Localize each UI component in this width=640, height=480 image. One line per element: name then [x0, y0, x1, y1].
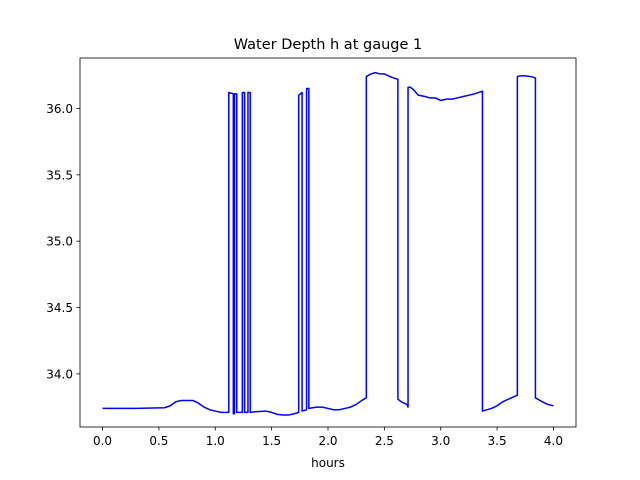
y-axis: 34.0 34.5 35.0 35.5 36.0	[46, 102, 80, 381]
axes-frame	[79, 57, 577, 428]
x-tick-label: 4.0	[544, 434, 563, 448]
x-tick-label: 2.0	[318, 434, 337, 448]
x-axis-label: hours	[311, 456, 345, 470]
x-tick-label: 2.5	[375, 434, 394, 448]
y-tick-label: 34.0	[46, 367, 73, 381]
y-tick-label: 36.0	[46, 102, 73, 116]
x-tick-label: 3.0	[431, 434, 450, 448]
x-tick-label: 1.5	[262, 434, 281, 448]
x-tick-label: 0.5	[149, 434, 168, 448]
y-tick-label: 34.5	[46, 301, 73, 315]
y-tick-label: 35.0	[46, 235, 73, 249]
x-tick-label: 0.0	[93, 434, 112, 448]
x-tick-label: 3.5	[488, 434, 507, 448]
y-tick-label: 35.5	[46, 168, 73, 182]
water-depth-line	[102, 71, 554, 416]
chart-title: Water Depth h at gauge 1	[234, 37, 422, 53]
x-tick-label: 1.0	[206, 434, 225, 448]
x-axis: 0.0 0.5 1.0 1.5 2.0 2.5 3.0 3.5 4.0	[93, 427, 563, 448]
